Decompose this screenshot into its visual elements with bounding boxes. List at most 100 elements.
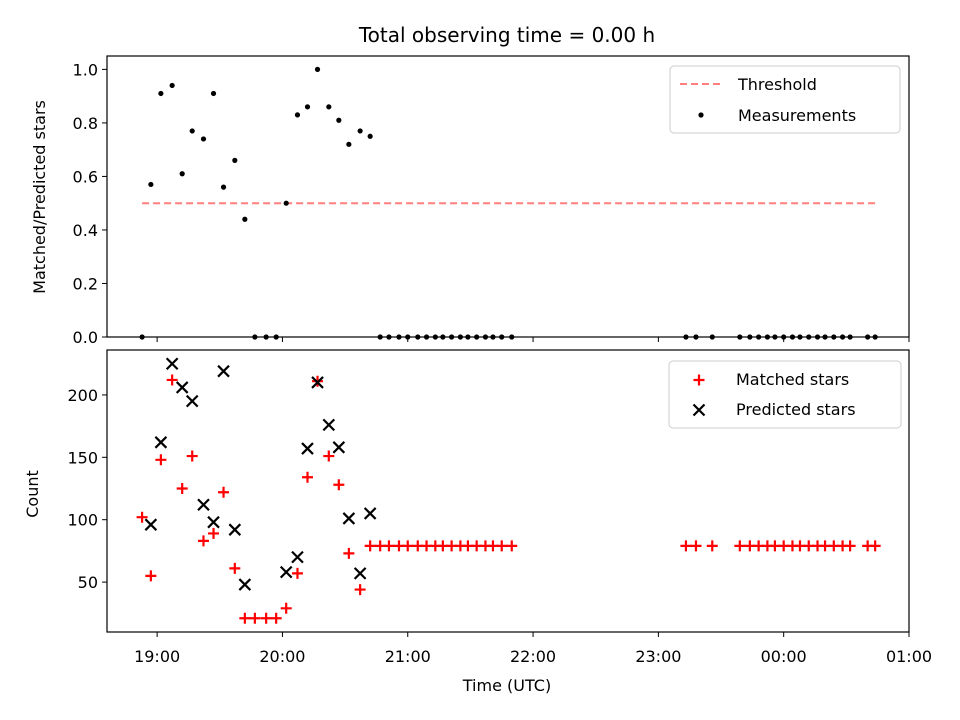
predicted-star-point [342, 512, 356, 525]
top-y-axis-label: Matched/Predicted stars [30, 100, 49, 294]
matched-star-point [302, 471, 313, 483]
bottom-panel: Count Time (UTC) 50 100 150 200 19:00 20:00 21… [23, 349, 932, 695]
bottom-y-tick-label: 200 [67, 386, 98, 405]
legend-threshold-label: Threshold [737, 75, 817, 94]
top-axes-frame [106, 55, 910, 338]
matched-star-point [155, 454, 167, 466]
matched-star-point [270, 612, 282, 624]
measurement-point [357, 128, 363, 134]
predicted-star-point [154, 436, 168, 449]
measurement-point [346, 141, 352, 147]
matched-star-point [249, 612, 261, 624]
predicted-star-point [207, 515, 220, 529]
predicted-star-point [144, 518, 158, 531]
bottom-y-tick-label: 150 [67, 448, 98, 467]
measurement-point [179, 171, 185, 177]
matched-star-point [166, 374, 178, 386]
matched-star-point [333, 479, 345, 491]
matched-star-point [197, 535, 209, 547]
top-y-tick-label: 0.8 [73, 114, 98, 133]
predicted-star-point [175, 381, 189, 394]
x-tick-label: 19:00 [134, 647, 180, 666]
x-tick-label: 00:00 [761, 647, 807, 666]
matched-star-point [176, 483, 188, 495]
predicted-star-point [291, 550, 304, 564]
predicted-star-point [353, 567, 367, 580]
bottom-y-axis-label: Count [23, 470, 42, 518]
matched-star-point [364, 540, 376, 552]
matched-star-point [496, 540, 508, 552]
measurement-point [242, 216, 248, 222]
measurement-point [326, 104, 332, 110]
measurement-point [367, 133, 373, 139]
measurement-point [148, 181, 154, 188]
measurement-point [169, 82, 175, 89]
measurement-point [220, 184, 227, 190]
matched-star-point [706, 540, 718, 552]
legend-predicted-swatch [692, 403, 706, 417]
bottom-y-tick-label: 50 [78, 573, 98, 592]
measurement-point [336, 117, 342, 123]
matched-star-point [239, 612, 251, 624]
predicted-star-point [301, 442, 314, 455]
x-tick-label: 21:00 [385, 647, 431, 666]
top-legend-box [669, 65, 901, 134]
matched-star-point [186, 450, 198, 462]
chart-title: Total observing time = 0.00 h [358, 23, 655, 47]
matched-star-point [844, 540, 856, 552]
legend-measurements-label: Measurements [738, 106, 856, 125]
matched-star-point [383, 540, 395, 552]
matched-star-point [506, 540, 518, 552]
matched-star-point [280, 602, 292, 614]
x-tick-label: 20:00 [259, 647, 305, 666]
measurement-point [304, 104, 311, 110]
measurement-point [294, 112, 301, 118]
predicted-star-point [185, 394, 199, 408]
predicted-star-point [165, 357, 179, 371]
matched-star-point [323, 450, 335, 462]
measurement-point [232, 157, 238, 163]
matched-star-point [690, 540, 702, 552]
predicted-star-point [197, 498, 210, 512]
matched-star-point [229, 562, 241, 574]
top-y-tick-label: 0.2 [73, 274, 98, 293]
top-panel: Matched/Predicted stars 0.0 0.2 0.4 0.6 0.8 1… [30, 55, 910, 347]
predicted-star-point [363, 507, 377, 520]
matched-star-point [869, 540, 881, 552]
predicted-star-point [228, 523, 242, 536]
matched-star-point [145, 570, 157, 582]
matched-star-point [354, 584, 366, 596]
measurement-point [158, 90, 164, 97]
predicted-star-point [238, 578, 252, 591]
top-y-tick-label: 0.6 [73, 167, 98, 186]
measurement-point [189, 128, 195, 134]
matched-star-point [218, 486, 230, 498]
top-y-tick-label: 0.4 [73, 221, 98, 240]
x-tick-label: 23:00 [635, 647, 681, 666]
matched-star-point [208, 527, 220, 539]
bottom-legend-box [668, 360, 902, 429]
predicted-star-point [332, 441, 346, 454]
matched-star-point [136, 511, 148, 523]
bottom-axes-frame [106, 349, 910, 633]
matched-star-point [260, 612, 272, 624]
matched-star-point [343, 547, 355, 559]
x-tick-label: 22:00 [510, 647, 556, 666]
predicted-star-point [322, 418, 336, 432]
matched-star-point [734, 540, 746, 552]
legend-matched-swatch [693, 374, 705, 386]
top-y-tick-label: 0.0 [73, 328, 98, 347]
predicted-star-point [311, 376, 324, 389]
bottom-y-tick-label: 100 [67, 511, 98, 530]
legend-matched-label: Matched stars [736, 370, 849, 389]
matched-star-point [402, 540, 414, 552]
x-axis-label: Time (UTC) [462, 676, 551, 695]
legend-measurements-swatch [698, 112, 704, 118]
x-tick-label: 01:00 [886, 647, 932, 666]
measurement-point [283, 200, 289, 206]
predicted-star-point [217, 364, 230, 378]
predicted-star-point [279, 565, 293, 579]
matched-star-point [291, 567, 303, 579]
legend-predicted-label: Predicted stars [736, 400, 856, 419]
